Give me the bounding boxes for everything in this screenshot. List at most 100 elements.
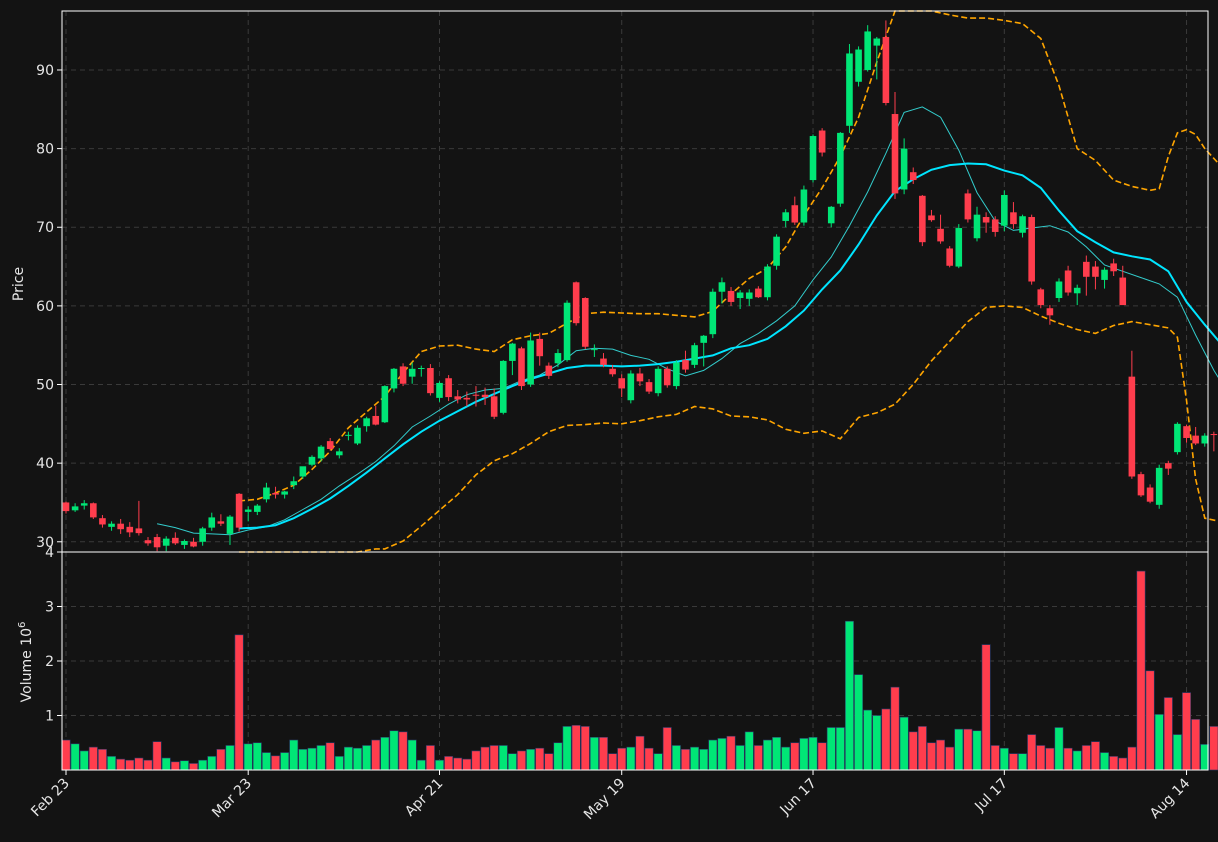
volume-bar (917, 726, 927, 771)
price-y-axis: 30 40 50 60 70 80 90 (36, 63, 62, 551)
candle-body (846, 53, 853, 126)
candle-body (354, 427, 361, 444)
volume-bar (708, 739, 718, 771)
volume-bar (1118, 757, 1128, 771)
candle-body (499, 360, 507, 413)
candle-body (1183, 426, 1190, 438)
volume-bar (1154, 714, 1164, 771)
candle-body (1165, 463, 1172, 469)
volume-bar (653, 753, 663, 771)
candle-body (509, 343, 516, 361)
candle-body (108, 523, 115, 527)
volume-bar (954, 728, 964, 771)
price-tick-label: 80 (36, 142, 54, 158)
volume-bar (1090, 741, 1100, 771)
volume-bar (498, 745, 508, 771)
candle-body (591, 349, 598, 351)
volume-bar (1063, 747, 1073, 771)
volume-bar (1008, 753, 1018, 771)
volume-bar (407, 739, 417, 771)
candle-body (527, 340, 534, 385)
candle-body (536, 338, 544, 357)
volume-bar (389, 730, 399, 771)
candle-body (955, 228, 963, 267)
volume-bar (107, 756, 117, 771)
candle-body (162, 538, 170, 546)
volume-bar (589, 736, 599, 771)
volume-bar (289, 739, 299, 771)
candle-body (1083, 261, 1090, 277)
volume-axis-label-text: Volume 10 (19, 628, 35, 702)
volume-bar (835, 727, 845, 771)
volume-bar (972, 730, 982, 771)
candle-body (390, 368, 398, 389)
candle-body (809, 136, 817, 181)
volume-bar (1209, 726, 1218, 771)
candle-body (864, 31, 871, 70)
volume-bar (963, 728, 973, 771)
candle-body (882, 36, 890, 104)
volume-bar (271, 755, 280, 771)
volume-bar (681, 748, 690, 771)
volume-bar (453, 757, 463, 771)
volume-bar (316, 745, 326, 771)
candle-body (153, 537, 161, 548)
volume-bar (1145, 670, 1155, 771)
volume-bar (225, 745, 235, 771)
candle-body (1092, 266, 1099, 277)
volume-bar (881, 708, 891, 771)
volume-bar (471, 750, 481, 771)
candle-body (1019, 216, 1026, 233)
volume-bar (926, 742, 936, 771)
volume-bar (198, 759, 208, 771)
volume-bar (425, 745, 435, 771)
candle-body (663, 368, 671, 386)
volume-bar (243, 743, 253, 771)
candle-body (117, 523, 124, 530)
candle-body (290, 481, 298, 486)
moving-average-slow-line (239, 162, 1218, 530)
candle-body (1010, 212, 1017, 225)
candle-body (208, 517, 216, 528)
volume-axis-label-exponent: 6 (17, 622, 28, 628)
candle-body (217, 521, 225, 524)
volume-bar (580, 726, 590, 771)
volume-bar (1163, 697, 1173, 771)
volume-bar (562, 726, 572, 771)
candle-body (1137, 474, 1145, 496)
volume-bar (936, 739, 946, 771)
volume-bar (170, 761, 180, 771)
candle-body (363, 418, 370, 427)
candle-body (900, 148, 908, 190)
volume-bar (790, 742, 800, 771)
candle-body (609, 368, 616, 375)
candle-body (518, 348, 525, 387)
volume-bar (380, 736, 390, 771)
candle-body (308, 456, 316, 465)
volume-bar (1136, 570, 1146, 771)
volume-bar (717, 738, 727, 771)
candle-body (1073, 287, 1081, 294)
volume-bar (981, 644, 991, 771)
volume-bar (353, 747, 362, 771)
candle-body (1001, 195, 1008, 226)
candle-body (1037, 289, 1045, 306)
candle-body (1119, 277, 1127, 306)
volume-bar (1036, 745, 1046, 771)
volume-y-axis: 1 2 3 4 (45, 545, 62, 725)
volume-bar (362, 745, 372, 771)
volume-bar (817, 742, 827, 771)
candle-body (563, 302, 571, 361)
candle-body (190, 541, 197, 547)
candle-body (1064, 270, 1072, 293)
candle-body (791, 205, 799, 223)
volume-bar (88, 746, 98, 771)
candle-body (1110, 263, 1117, 272)
candle-body (827, 206, 835, 224)
candle-body (345, 434, 352, 436)
candle-body (782, 212, 789, 221)
candle-body (381, 386, 389, 423)
bollinger-lower-line (239, 305, 1218, 553)
candle-body (928, 215, 935, 221)
